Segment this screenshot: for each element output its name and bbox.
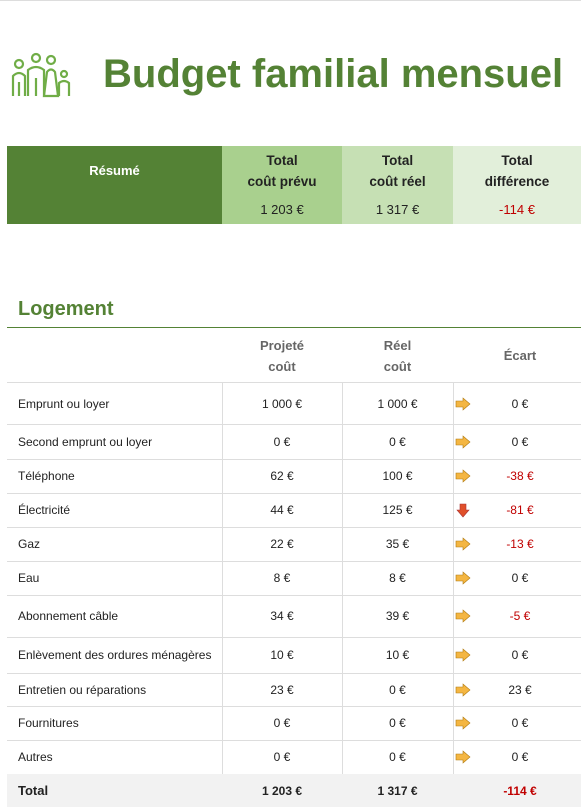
summary-cell [222, 146, 342, 224]
column-header: Projeté [259, 337, 305, 353]
row-rule [7, 459, 581, 460]
row-rule [7, 740, 581, 741]
variance-arrow [455, 682, 471, 698]
actual-cost: 0 € [389, 682, 406, 697]
projected-cost: 34 € [270, 609, 294, 623]
row-label: Emprunt ou loyer [18, 396, 110, 411]
variance: 0 € [511, 716, 529, 730]
actual-cost: 10 € [385, 648, 410, 662]
row-label: Entretien ou réparations [18, 682, 147, 697]
actual-cost: 125 € [382, 503, 413, 517]
row-label: Électricité [18, 503, 71, 517]
row-rule [7, 527, 581, 528]
actual-cost: 8 € [389, 571, 406, 585]
projected-cost: 0 € [273, 434, 291, 449]
variance-arrow [455, 434, 471, 450]
summary-heading: Total [266, 152, 298, 168]
summary-cell [453, 146, 581, 224]
section-rule [7, 327, 581, 328]
variance-arrow [455, 647, 471, 663]
projected-cost: 8 € [273, 571, 291, 585]
column-header: Réel [383, 337, 412, 353]
variance: -38 € [506, 469, 534, 483]
projected-cost: 62 € [270, 469, 294, 483]
row-label: Enlèvement des ordures ménagères [18, 648, 212, 662]
row-label: Eau [18, 571, 40, 585]
projected-cost: 22 € [270, 537, 294, 551]
row-label: Abonnement câble [18, 609, 119, 623]
row-label: Téléphone [18, 469, 75, 483]
projected-cost: 23 € [270, 682, 294, 697]
variance-arrow [455, 570, 471, 586]
row-rule [7, 637, 581, 638]
actual-cost: 1 000 € [377, 396, 418, 411]
summary-heading: coût prévu [247, 173, 317, 189]
top-border [0, 0, 581, 1]
variance: 0 € [511, 648, 529, 662]
actual-cost: 0 € [389, 434, 406, 449]
total-row-bg [7, 774, 581, 807]
projected-cost: 10 € [270, 648, 294, 662]
summary-heading: Total [501, 152, 533, 168]
column-header: coût [383, 358, 412, 374]
family-icon [11, 52, 71, 98]
variance: 0 € [511, 396, 529, 411]
summary-heading: Total [381, 152, 414, 168]
variance: -114 € [503, 783, 537, 798]
summary-value: -114 € [499, 201, 535, 217]
variance-arrow [455, 715, 471, 731]
row-rule [7, 424, 581, 425]
summary-value: 1 317 € [375, 201, 420, 217]
row-rule [7, 673, 581, 674]
actual-cost: 35 € [385, 537, 410, 551]
variance-arrow [455, 608, 471, 624]
projected-cost: 1 000 € [261, 396, 303, 411]
variance: 23 € [508, 682, 532, 697]
variance-arrow [455, 749, 471, 765]
row-rule [7, 561, 581, 562]
row-label: Second emprunt ou loyer [18, 434, 153, 449]
actual-cost: 0 € [389, 750, 406, 764]
summary-heading: différence [484, 173, 550, 189]
row-rule [7, 382, 581, 383]
row-rule [7, 706, 581, 707]
actual-cost: 0 € [389, 716, 406, 730]
row-label: Gaz [18, 537, 41, 551]
variance-arrow [455, 536, 471, 552]
summary-heading: coût réel [369, 173, 426, 189]
summary-value: 1 203 € [260, 201, 304, 217]
variance: 0 € [511, 434, 529, 449]
projected-cost: 0 € [273, 716, 291, 730]
section-title: Logement [18, 298, 114, 320]
variance-arrow [455, 468, 471, 484]
summary-cell [342, 146, 453, 224]
summary-label: Résumé [7, 146, 222, 224]
row-rule [7, 595, 581, 596]
column-header: coût [268, 358, 296, 374]
variance: -5 € [509, 609, 531, 623]
variance-arrow [455, 396, 471, 412]
projected-cost: 1 203 € [261, 783, 303, 798]
variance: 0 € [511, 750, 529, 764]
row-label: Fournitures [18, 716, 79, 730]
variance: 0 € [511, 571, 529, 585]
row-rule [7, 493, 581, 494]
projected-cost: 0 € [273, 750, 291, 764]
page-title: Budget familial mensuel [103, 52, 564, 96]
variance: -13 € [506, 537, 534, 551]
actual-cost: 100 € [382, 469, 413, 483]
row-label: Autres [18, 750, 53, 764]
actual-cost: 39 € [385, 609, 410, 623]
actual-cost: 1 317 € [377, 783, 418, 798]
projected-cost: 44 € [270, 503, 294, 517]
row-label: Total [18, 783, 49, 798]
column-header: Écart [503, 347, 537, 363]
variance-arrow [455, 502, 471, 518]
variance: -81 € [506, 503, 534, 517]
